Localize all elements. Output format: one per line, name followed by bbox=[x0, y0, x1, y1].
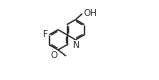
Text: N: N bbox=[72, 41, 79, 50]
Text: O: O bbox=[50, 51, 57, 60]
Text: F: F bbox=[42, 30, 47, 39]
Text: OH: OH bbox=[83, 9, 97, 18]
